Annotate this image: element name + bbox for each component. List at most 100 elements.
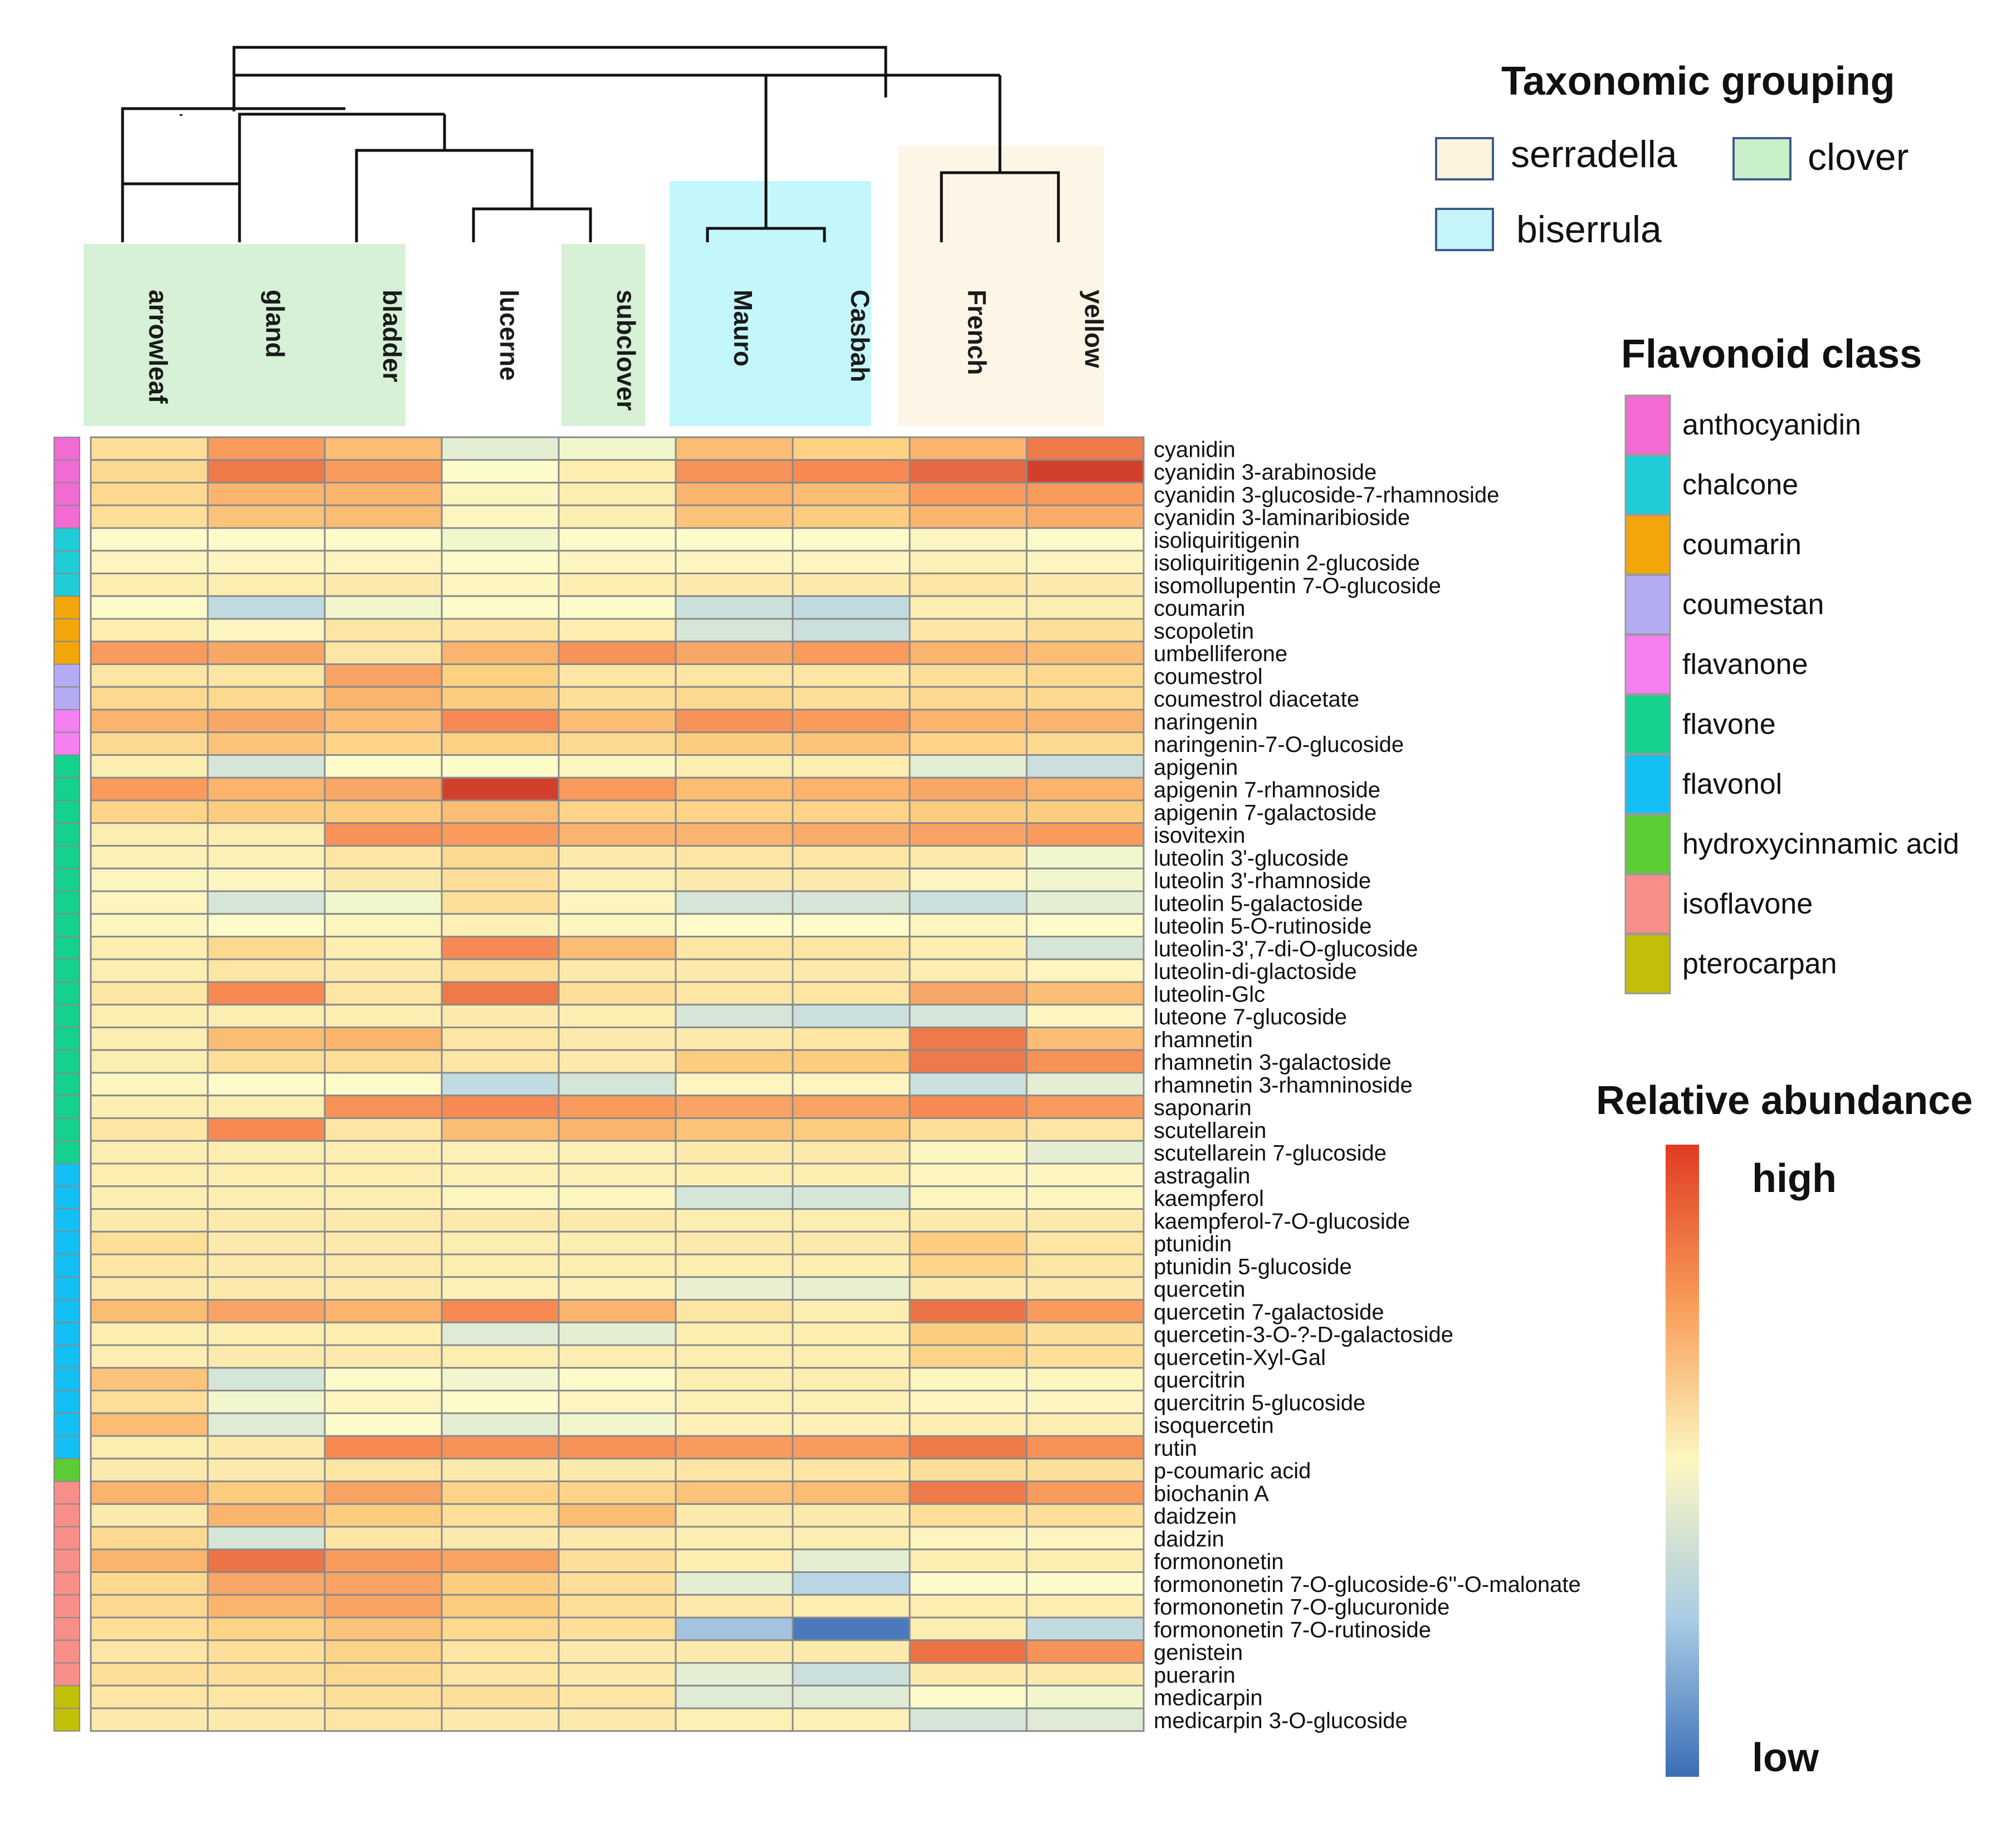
row-label: luteolin-3',7-di-O-glucoside — [1154, 937, 1418, 961]
heatmap-cell — [1026, 1117, 1145, 1142]
heatmap-cell — [558, 1321, 677, 1346]
heatmap-cell — [909, 890, 1028, 915]
heatmap-cell — [441, 1117, 560, 1142]
heatmap-cell — [90, 1208, 209, 1233]
heatmap-cell — [324, 618, 443, 643]
heatmap-cell — [675, 459, 794, 483]
heatmap-cell — [558, 1140, 677, 1165]
heatmap-cell — [90, 1616, 209, 1641]
heatmap-cell — [558, 595, 677, 620]
class-strip-cell — [53, 1231, 80, 1255]
heatmap-cell — [1026, 1185, 1145, 1210]
heatmap-cell — [90, 686, 209, 711]
heatmap-cell — [909, 1162, 1028, 1188]
heatmap-cell — [792, 958, 911, 983]
heatmap-cell — [324, 1027, 443, 1051]
heatmap-cell — [90, 1344, 209, 1369]
heatmap-cell — [207, 1662, 326, 1687]
heatmap-cell — [441, 1004, 560, 1028]
heatmap-cell — [324, 550, 443, 574]
heatmap-cell — [558, 686, 677, 711]
heatmap-cell — [207, 663, 326, 688]
heatmap-cell — [909, 527, 1028, 552]
heatmap-cell — [90, 527, 209, 552]
heatmap-cell — [207, 1639, 326, 1664]
heatmap-cell — [909, 1072, 1028, 1097]
serradella-swatch — [1435, 137, 1494, 180]
row-label: quercetin-Xyl-Gal — [1154, 1345, 1326, 1370]
heatmap-cell — [792, 1707, 911, 1732]
heatmap-cell — [792, 1458, 911, 1482]
heatmap-cell — [207, 1707, 326, 1732]
class-strip-cell — [53, 1548, 80, 1573]
heatmap-cell — [1026, 1004, 1145, 1028]
heatmap-cell — [1026, 1639, 1145, 1664]
class-legend-swatch — [1624, 814, 1671, 874]
heatmap-cell — [207, 686, 326, 711]
heatmap-cell — [792, 936, 911, 960]
heatmap-cell — [558, 504, 677, 529]
heatmap-cell — [324, 1458, 443, 1482]
heatmap-cell — [1026, 1321, 1145, 1346]
heatmap-cell — [207, 1344, 326, 1369]
heatmap-cell — [558, 550, 677, 574]
serradella-label: serradella — [1511, 133, 1677, 175]
heatmap-cell — [90, 867, 209, 892]
heatmap-cell — [324, 981, 443, 1006]
heatmap-cell — [675, 958, 794, 983]
heatmap-cell — [90, 1684, 209, 1709]
heatmap-cell — [90, 1253, 209, 1278]
heatmap-cell — [1026, 1481, 1145, 1505]
heatmap-cell — [558, 1707, 677, 1732]
row-label: cyanidin 3-arabinoside — [1154, 460, 1376, 485]
heatmap-cell — [324, 1707, 443, 1732]
heatmap-cell — [1026, 573, 1145, 597]
heatmap-cell — [909, 981, 1028, 1006]
heatmap-cell — [207, 1072, 326, 1097]
heatmap-cell — [909, 1503, 1028, 1528]
heatmap-cell — [675, 663, 794, 688]
column-label: gland — [261, 290, 290, 358]
class-strip-cell — [53, 1503, 80, 1527]
row-label: naringenin-7-O-glucoside — [1154, 732, 1404, 757]
class-strip-cell — [53, 1662, 80, 1687]
heatmap-cell — [558, 1027, 677, 1051]
heatmap-cell — [1026, 1208, 1145, 1233]
heatmap-cell — [90, 1162, 209, 1188]
heatmap-cell — [207, 890, 326, 915]
heatmap-cells — [90, 436, 1145, 1732]
heatmap-cell — [207, 1503, 326, 1528]
heatmap-cell — [558, 1004, 677, 1028]
heatmap-cell — [675, 550, 794, 574]
heatmap-cell — [909, 1526, 1028, 1551]
row-label: daidzin — [1154, 1527, 1224, 1551]
heatmap-cell — [207, 436, 326, 461]
heatmap-cell — [441, 1230, 560, 1255]
heatmap-cell — [792, 1684, 911, 1709]
heatmap-cell — [792, 845, 911, 869]
heatmap-cell — [675, 709, 794, 734]
row-label: formononetin — [1154, 1550, 1283, 1574]
heatmap-cell — [90, 1639, 209, 1664]
heatmap-cell — [90, 1072, 209, 1097]
heatmap-cell — [207, 913, 326, 937]
heatmap-cell — [207, 958, 326, 983]
class-strip-cell — [53, 1140, 80, 1164]
row-label: luteone 7-glucoside — [1154, 1005, 1347, 1029]
class-strip-cell — [53, 641, 80, 665]
heatmap-cell — [909, 1412, 1028, 1437]
heatmap-cell — [324, 1321, 443, 1346]
heatmap-cell — [441, 776, 560, 802]
taxonomic-group-backgrounds — [84, 146, 1104, 426]
class-strip-cell — [53, 1367, 80, 1391]
heatmap-cell — [90, 799, 209, 824]
heatmap-cell — [558, 981, 677, 1006]
heatmap-cell — [324, 1662, 443, 1687]
heatmap-cell — [792, 890, 911, 915]
class-strip-cell — [53, 868, 80, 892]
heatmap-cell — [792, 1594, 911, 1619]
column-labels: arrowleaf gland bladder lucerne subclover Mau… — [144, 290, 1109, 411]
row-label: medicarpin 3-O-glucoside — [1154, 1708, 1408, 1733]
class-strip-cell — [53, 1617, 80, 1641]
